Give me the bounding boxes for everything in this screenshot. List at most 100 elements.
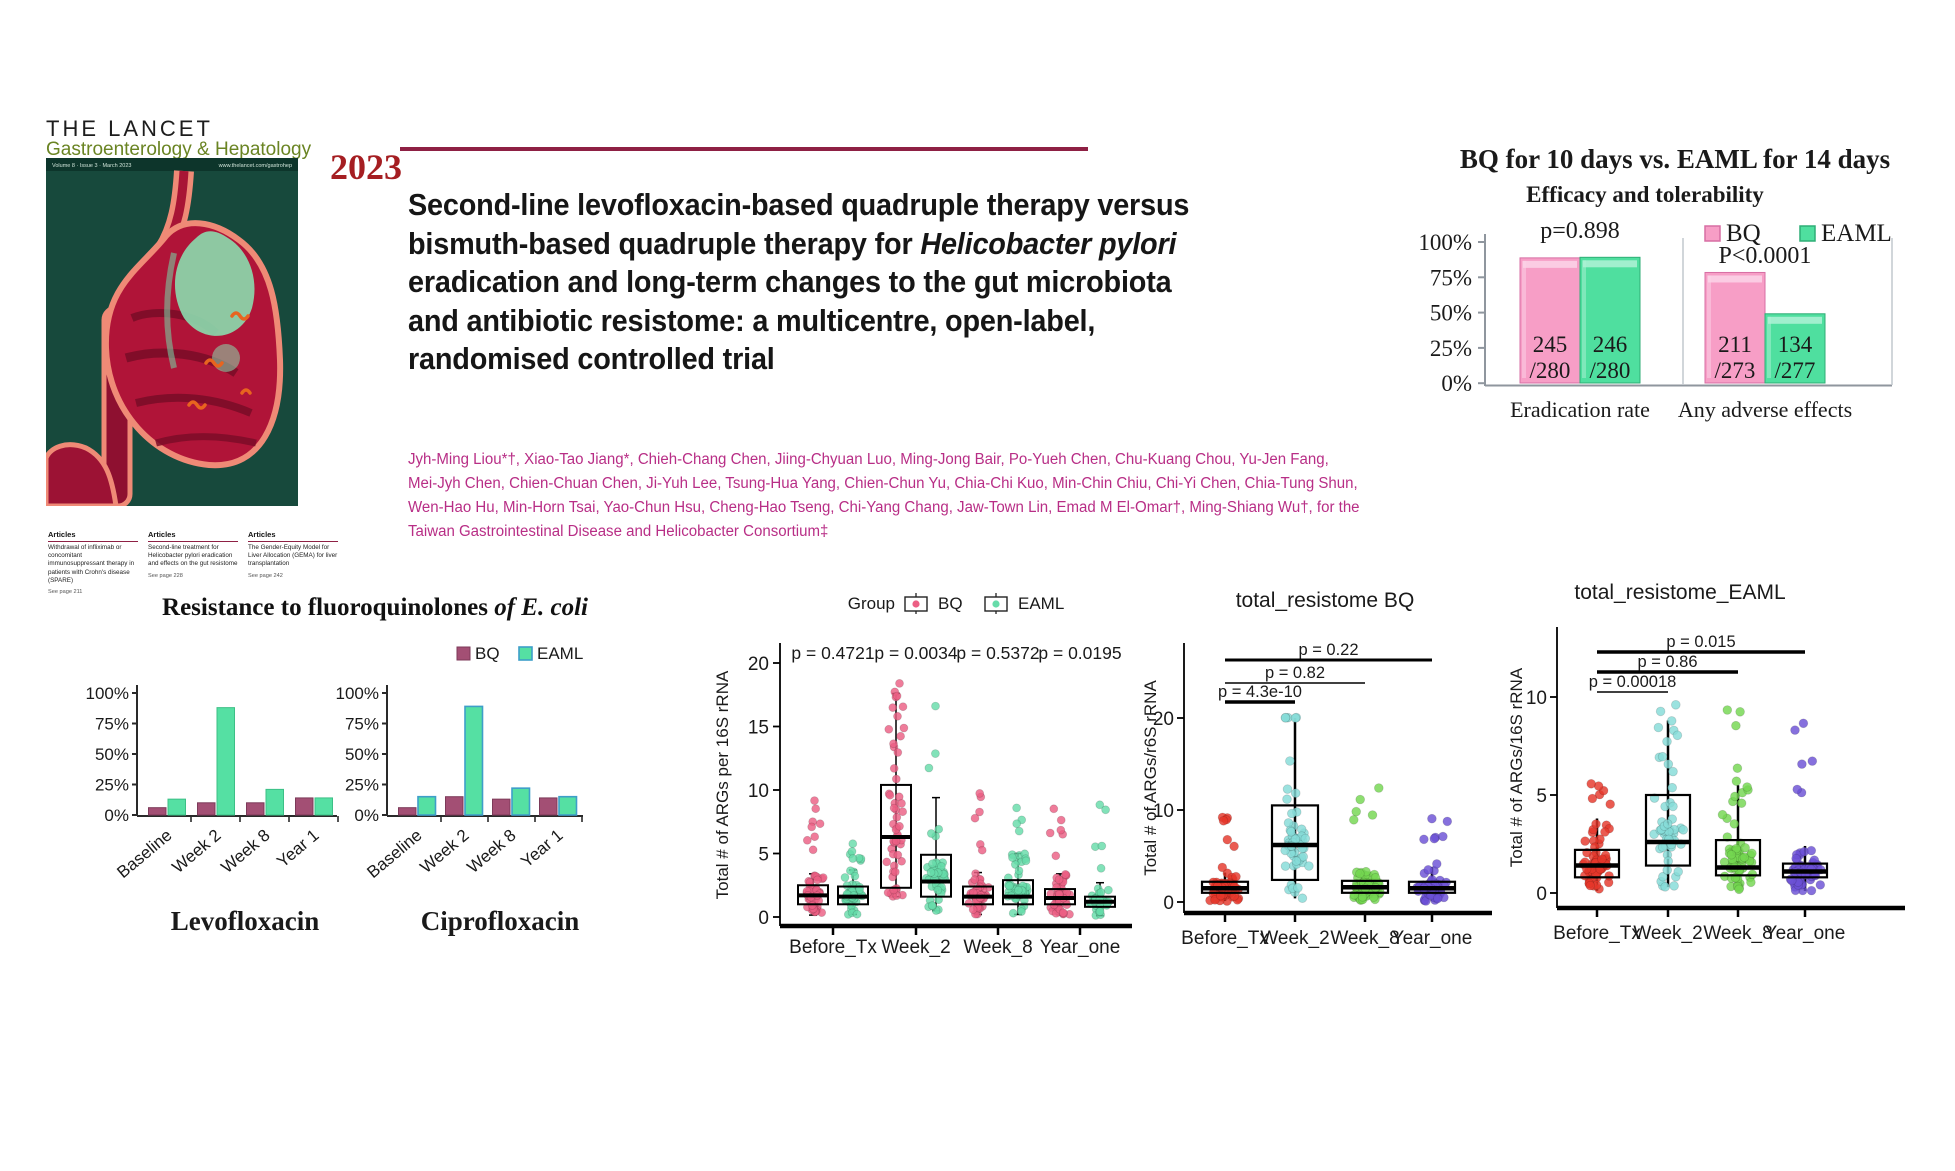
svg-text:75%: 75%	[345, 715, 379, 734]
svg-text:0%: 0%	[354, 806, 379, 825]
article-text: Second-line treatment for Helicobacter p…	[148, 544, 238, 568]
svg-text:EAML: EAML	[537, 644, 583, 663]
svg-text:245: 245	[1533, 332, 1568, 357]
svg-text:246: 246	[1593, 332, 1628, 357]
svg-text:Week 8: Week 8	[463, 826, 519, 877]
svg-text:EAML: EAML	[1018, 594, 1064, 613]
author-line: Jyh-Ming Liou*†, Xiao-Tao Jiang*, Chieh-…	[408, 451, 1329, 468]
lancet-wordmark: THE LANCET	[46, 116, 213, 141]
svg-text:p = 0.86: p = 0.86	[1637, 653, 1697, 671]
svg-text:10: 10	[1526, 688, 1547, 709]
author-line: Taiwan Gastrointestinal Disease and Heli…	[408, 523, 829, 540]
svg-text:BQ: BQ	[475, 644, 500, 663]
svg-text:Week_2: Week_2	[881, 937, 950, 958]
svg-text:134: 134	[1778, 332, 1813, 357]
svg-text:Efficacy and tolerability: Efficacy and tolerability	[1526, 182, 1764, 207]
svg-text:BQ for 10 days vs. EAML for: BQ for 10 days vs. EAML for 14 days	[1460, 144, 1890, 174]
svg-text:0: 0	[758, 908, 769, 929]
svg-text:50%: 50%	[95, 745, 129, 764]
svg-text:100%: 100%	[86, 684, 129, 703]
h-pylori-bacteria	[187, 311, 252, 410]
title-rule	[400, 147, 1088, 151]
svg-text:Year_one: Year_one	[1765, 923, 1846, 944]
svg-text:75%: 75%	[95, 715, 129, 734]
svg-text:Year_one: Year_one	[1392, 928, 1473, 949]
svg-text:Any adverse effects: Any adverse effects	[1678, 397, 1852, 422]
svg-text:Week_8: Week_8	[1703, 923, 1772, 944]
svg-text:p=0.898: p=0.898	[1540, 218, 1620, 244]
svg-text:p = 0.5372: p = 0.5372	[956, 643, 1039, 663]
svg-text:5: 5	[1536, 786, 1547, 807]
svg-text:Week 8: Week 8	[217, 826, 273, 877]
svg-text:total_resistome_EAML: total_resistome_EAML	[1574, 581, 1785, 604]
stomach-illustration: Volume 8 · Issue 3 · March 2023 www.thel…	[46, 158, 298, 506]
svg-text:Ciprofloxacin: Ciprofloxacin	[421, 906, 580, 936]
paper-title-line: eradication and long-term changes to the…	[408, 264, 1172, 299]
article-text: Withdrawal of infliximab or concomitant …	[48, 544, 135, 584]
svg-text:EAML: EAML	[1821, 220, 1892, 247]
svg-text:211: 211	[1718, 332, 1752, 357]
svg-text:Eradication rate: Eradication rate	[1510, 397, 1650, 422]
svg-text:p = 0.22: p = 0.22	[1298, 641, 1358, 659]
svg-text:50%: 50%	[1430, 301, 1472, 326]
paper-title-line: bismuth-based quadruple therapy for Heli…	[408, 225, 1177, 261]
svg-text:Levofloxacin: Levofloxacin	[171, 906, 320, 936]
efficacy-tolerability-chart: BQ for 10 days vs. EAML for 14 days Effic…	[1400, 130, 1950, 440]
svg-text:75%: 75%	[1430, 265, 1472, 290]
article-page: See page 242	[248, 572, 283, 579]
svg-text:p = 0.00018: p = 0.00018	[1589, 673, 1677, 691]
svg-text:p = 0.4721: p = 0.4721	[791, 643, 874, 663]
svg-text:BQ: BQ	[1726, 220, 1761, 247]
svg-text:10: 10	[748, 781, 769, 802]
svg-text:20: 20	[748, 654, 769, 675]
svg-text:p = 0.015: p = 0.015	[1666, 633, 1735, 651]
journal-subtitle: Gastroenterology & Hepatology	[46, 139, 312, 160]
article-text: The Gender-Equity Model for Liver Alloca…	[248, 544, 338, 568]
svg-text:0%: 0%	[1441, 371, 1472, 396]
paper-title-line: and antibiotic resistome: a multicentre,…	[408, 302, 1096, 338]
author-line: Mei-Jyh Chen, Chien-Chuan Chen, Ji-Yuh L…	[408, 475, 1358, 492]
fluoroquinolone-resistance-charts: Resistance to fluoroquinolones of E. col…	[85, 585, 665, 965]
total-resistome-bq-chart: total_resistome BQ 0 10 20 Before_Tx Week_2 We…	[1140, 585, 1512, 990]
svg-text:Week_8: Week_8	[1330, 928, 1399, 949]
paper-title-line: Second-line levofloxacin-based quadruple…	[408, 187, 1190, 222]
svg-text:50%: 50%	[345, 745, 379, 764]
svg-text:15: 15	[748, 718, 769, 739]
svg-text:Before_Tx: Before_Tx	[1553, 923, 1641, 944]
svg-text:20: 20	[1153, 709, 1174, 730]
svg-text:p = 0.0034: p = 0.0034	[874, 643, 957, 663]
svg-text:10: 10	[1153, 801, 1174, 822]
svg-text:100%: 100%	[1418, 230, 1472, 255]
total-resistome-eaml-chart: total_resistome_EAML 0 5 10 Before_Tx Week_2 W…	[1500, 575, 1920, 990]
svg-text:25%: 25%	[1430, 336, 1472, 361]
svg-text:/273: /273	[1715, 358, 1756, 383]
svg-text:total_resistome BQ: total_resistome BQ	[1236, 589, 1415, 612]
svg-text:Year 1: Year 1	[517, 826, 566, 872]
svg-text:5: 5	[758, 845, 769, 866]
year-label: 2023	[330, 147, 402, 187]
journal-cover-image: Volume 8 · Issue 3 · March 2023 www.thel…	[46, 158, 298, 506]
svg-text:/277: /277	[1775, 358, 1816, 383]
svg-text:BQ: BQ	[938, 594, 963, 613]
article-summary-2: Articles Second-line treatment for Helic…	[148, 530, 238, 595]
article-summary-1: Articles Withdrawal of infliximab or con…	[48, 530, 138, 595]
svg-text:0%: 0%	[104, 806, 129, 825]
svg-text:p = 4.3e-10: p = 4.3e-10	[1218, 683, 1302, 701]
svg-text:Baseline: Baseline	[363, 826, 425, 882]
cover-strip-right: www.thelancet.com/gastrohep	[218, 163, 292, 169]
svg-text:Week 2: Week 2	[168, 826, 224, 877]
svg-text:/280: /280	[1590, 358, 1631, 383]
svg-text:Before_Tx: Before_Tx	[1181, 928, 1269, 949]
svg-text:Baseline: Baseline	[113, 826, 175, 882]
svg-text:Total # of ARGs per 16S rRNA: Total # of ARGs per 16S rRNA	[713, 670, 732, 899]
svg-text:25%: 25%	[345, 776, 379, 795]
svg-text:Before_Tx: Before_Tx	[789, 937, 877, 958]
svg-text:p = 0.82: p = 0.82	[1265, 664, 1325, 682]
article-summary-3: Articles The Gender-Equity Model for Liv…	[248, 530, 338, 595]
svg-text:0: 0	[1536, 884, 1547, 905]
svg-text:Week_2: Week_2	[1633, 923, 1702, 944]
article-heading: Articles	[48, 530, 138, 542]
svg-text:Total # of ARGs/r6S rRNA: Total # of ARGs/r6S rRNA	[1141, 680, 1160, 876]
cover-strip-left: Volume 8 · Issue 3 · March 2023	[52, 163, 131, 169]
